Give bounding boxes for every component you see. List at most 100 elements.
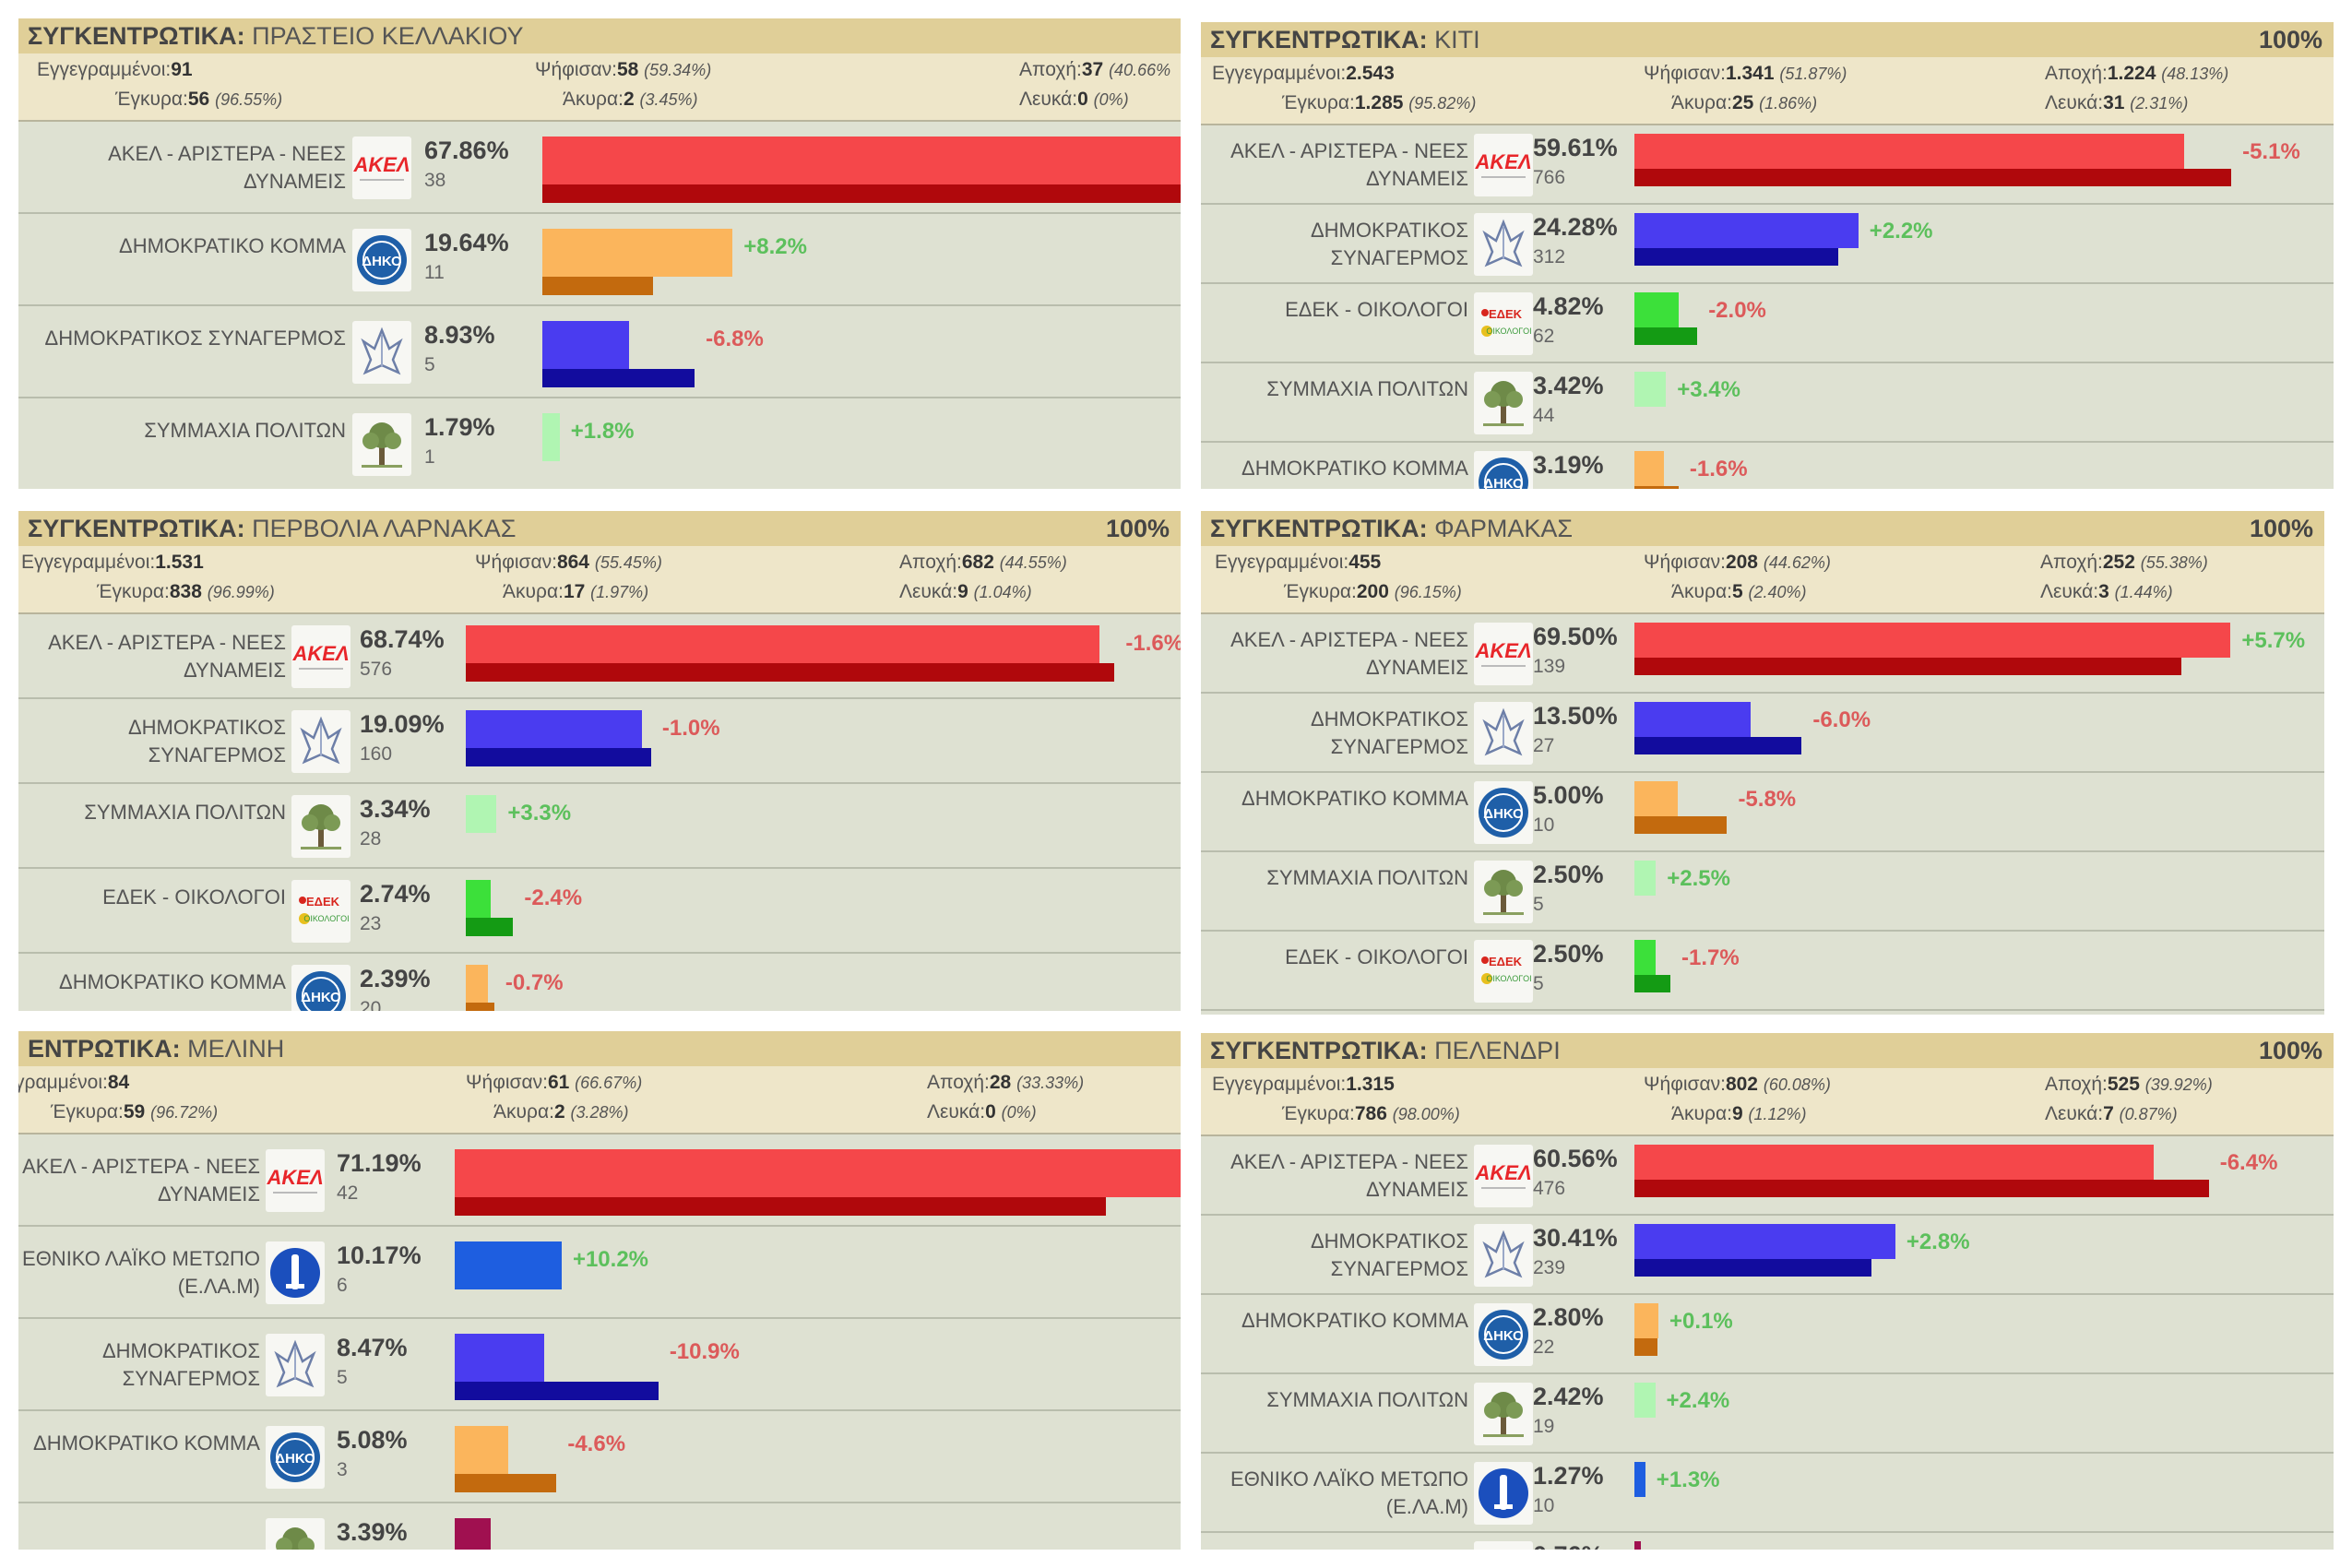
stat-registered: Εγγεγραμμένοι:91 <box>37 59 193 81</box>
previous-share-bar <box>1634 816 1728 834</box>
stat-value: 252 <box>2102 552 2135 573</box>
turnout-stats: Εγγεγραμμένοι:455 Ψήφισαν:208 (44.62%) Απο… <box>1201 546 2324 614</box>
panel-title: ΠΡΑΣΤΕΙΟ ΚΕΛΛΑΚΙΟΥ <box>252 22 524 50</box>
previous-share-bar <box>455 1474 557 1492</box>
disy-logo-icon <box>1474 1224 1533 1287</box>
change-label: -6.0% <box>1812 707 1871 732</box>
turnout-stats: Εγγεγραμμένοι:91 Ψήφισαν:58 (59.34%) Αποχή… <box>18 53 1181 122</box>
party-percent: 1.79% <box>424 413 495 441</box>
previous-share-bar <box>455 1197 1106 1216</box>
party-votes: 1 <box>424 446 435 468</box>
party-row: ΔΗΜΟΚΡΑΤΙΚΟ ΚΟΜΜΑ ΔΗΚΟ 5.08% 3 -4.6% <box>18 1411 1181 1503</box>
party-votes: 312 <box>1533 246 1566 267</box>
stat-percent: (44.55%) <box>999 553 1067 572</box>
vote-share-bar <box>1634 1303 1659 1338</box>
svg-text:ΔΗΚΟ: ΔΗΚΟ <box>362 254 402 269</box>
stat-abstain: Αποχή:525 (39.92%) <box>2045 1074 2213 1096</box>
stat-percent: (95.82%) <box>1408 94 1477 113</box>
stat-label: Λευκά: <box>2045 1103 2104 1124</box>
stat-value: 1.285 <box>1354 92 1404 113</box>
party-votes: 10 <box>1533 1495 1555 1516</box>
vote-share-bar <box>1634 372 1667 407</box>
vote-share-bar <box>1634 1383 1656 1418</box>
party-row: ΔΗΜΟΚΡΑΤΙΚΟΣ ΣΥΝΑΓΕΡΜΟΣ 8.93% 5 -6.8% <box>18 306 1181 398</box>
stat-abstain: Αποχή:682 (44.55%) <box>899 552 1067 574</box>
vote-share-bar <box>1634 451 1664 486</box>
change-label: +8.2% <box>743 234 807 259</box>
party-name: ΕΔΕΚ - ΟΙΚΟΛΟΓΟΙ <box>1285 298 1468 321</box>
svg-text:ΔΗΚΟ: ΔΗΚΟ <box>1483 476 1524 489</box>
party-row: ΔΗΜΟΚΡΑΤΙΚΟ ΚΟΜΜΑ ΔΗΚΟ 19.64% 11 +8.2% <box>18 214 1181 306</box>
stat-label: Αποχή: <box>2040 552 2103 573</box>
stat-value: 1.341 <box>1725 63 1775 84</box>
edek-logo-icon: EΔEK ΟΙΚΟΛΟΓΟΙ <box>1474 292 1533 355</box>
previous-share-bar <box>1634 486 1679 489</box>
party-votes: 766 <box>1533 167 1566 188</box>
vote-share-bar <box>542 413 560 461</box>
stat-valid: Έγκυρα:56 (96.55%) <box>115 89 282 111</box>
party-row: ΑΚΕΛ - ΑΡΙΣΤΕΡΑ - ΝΕΕΣ ΔΥΝΑΜΕΙΣ AKEΛ 59.61… <box>1201 125 2334 205</box>
party-row: ΔΗΜΟΚΡΑΤΙΚΟ ΚΟΜΜΑ ΔΗΚΟ 2.39% 20 -0.7% <box>18 954 1181 1011</box>
vote-share-bar <box>1634 702 1751 737</box>
party-percent: 60.56% <box>1533 1145 1618 1172</box>
party-percent: 19.64% <box>424 229 509 256</box>
stat-valid: Έγκυρα:838 (96.99%) <box>97 581 275 603</box>
party-name: ΔΗΜΟΚΡΑΤΙΚΟΣ ΣΥΝΑΓΕΡΜΟΣ <box>101 1339 260 1390</box>
vote-share-bar <box>1634 292 1680 327</box>
stat-registered: Εγγεγραμμένοι:455 <box>1215 552 1381 574</box>
svg-text:ΟΙΚΟΛΟΓΟΙ: ΟΙΚΟΛΟΓΟΙ <box>1486 974 1531 983</box>
party-votes: 11 <box>424 262 445 283</box>
vote-share-bar <box>1634 1224 1895 1259</box>
vote-share-bar <box>1634 1462 1645 1497</box>
stat-value: 2 <box>553 1101 565 1123</box>
party-name: ΔΗΜΟΚΡΑΤΙΚΟ ΚΟΜΜΑ <box>1241 1309 1468 1332</box>
stat-percent: (2.40%) <box>1748 583 1807 601</box>
stat-abstain: Αποχή:252 (55.38%) <box>2040 552 2208 574</box>
stat-value: 9 <box>957 581 968 602</box>
stat-value: 2 <box>623 89 635 110</box>
svg-text:EΔEK: EΔEK <box>1489 955 1523 968</box>
header-label: ΕΝΤΡΩΤΙΚΑ: <box>28 1035 181 1063</box>
stat-value: 5 <box>1731 581 1743 602</box>
disy-logo-icon <box>291 710 350 773</box>
vote-share-bar <box>455 1334 544 1382</box>
change-label: +2.5% <box>1667 866 1730 891</box>
vote-share-bar <box>1634 940 1657 975</box>
change-label: -6.8% <box>706 327 764 351</box>
change-label: -1.0% <box>661 716 720 741</box>
svg-text:AKEΛ: AKEΛ <box>291 642 349 665</box>
svg-text:AKEΛ: AKEΛ <box>352 153 410 176</box>
previous-share-bar <box>1634 169 2232 186</box>
party-row: 0.76% <box>1201 1533 2334 1550</box>
party-row: ΔΗΜΟΚΡΑΤΙΚΟ ΚΟΜΜΑ ΔΗΚΟ 2.80% 22 +0.1% <box>1201 1295 2334 1374</box>
stat-valid: Έγκυρα:200 (96.15%) <box>1284 581 1462 603</box>
stat-label: Άκυρα: <box>503 581 564 602</box>
stat-percent: (44.62%) <box>1763 553 1831 572</box>
stat-voted: Ψήφισαν:58 (59.34%) <box>535 59 711 81</box>
party-name: ΣΥΜΜΑΧΙΑ ΠΟΛΙΤΩΝ <box>1266 377 1468 400</box>
party-votes: 5 <box>1533 894 1544 915</box>
turnout-stats: Εγγεγραμμένοι:1.531 Ψήφισαν:864 (55.45%) Α… <box>18 546 1181 614</box>
elam-logo-icon <box>266 1241 325 1304</box>
stat-label: Έγκυρα: <box>97 581 170 602</box>
stat-label: Εγγεγραμμένοι: <box>21 552 156 573</box>
stat-blank: Λευκά:0 (0%) <box>927 1101 1037 1123</box>
party-row: 3.39% <box>18 1503 1181 1550</box>
counted-percent: 100% <box>1105 515 1170 542</box>
party-name: ΣΥΜΜΑΧΙΑ ΠΟΛΙΤΩΝ <box>144 419 346 442</box>
party-percent: 30.41% <box>1533 1224 1618 1252</box>
stat-value: 37 <box>1081 59 1104 80</box>
stat-value: 58 <box>616 59 639 80</box>
party-percent: 3.34% <box>360 795 431 823</box>
party-votes: 22 <box>1533 1336 1555 1358</box>
symmaxia-logo-icon <box>291 795 350 858</box>
vote-share-bar <box>455 1426 508 1474</box>
party-name: ΑΚΕΛ - ΑΡΙΣΤΕΡΑ - ΝΕΕΣ ΔΥΝΑΜΕΙΣ <box>48 631 286 682</box>
party-votes: 28 <box>360 828 382 849</box>
party-name: ΑΚΕΛ - ΑΡΙΣΤΕΡΑ - ΝΕΕΣ ΔΥΝΑΜΕΙΣ <box>108 142 346 193</box>
vote-share-bar <box>455 1518 491 1550</box>
party-name: ΔΗΜΟΚΡΑΤΙΚΟ ΚΟΜΜΑ <box>1241 457 1468 480</box>
stat-value: 1.224 <box>2107 63 2156 84</box>
stat-label: Ψήφισαν: <box>466 1072 548 1093</box>
party-votes: 576 <box>360 659 393 680</box>
